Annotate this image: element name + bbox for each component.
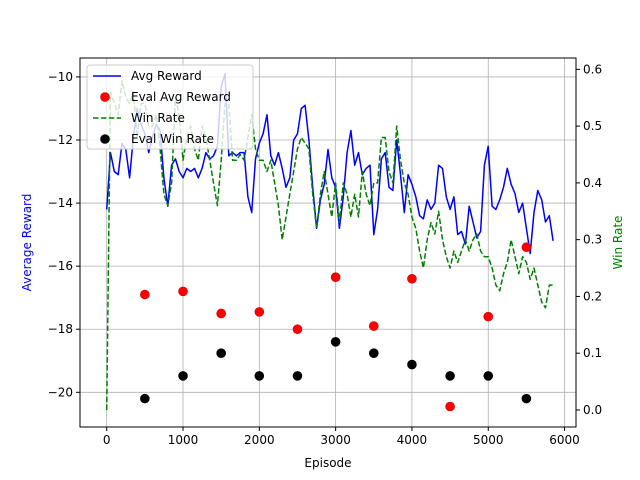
eval-win-rate-point: [140, 393, 150, 404]
eval-avg-reward-point: [407, 273, 417, 284]
x-tick-label: 5000: [473, 433, 504, 447]
eval-win-rate-point: [445, 371, 455, 381]
legend-marker: [100, 92, 110, 102]
eval-avg-reward-point: [521, 242, 532, 253]
legend-label: Avg Reward: [131, 69, 202, 83]
y2-axis-label: Win Rate: [611, 216, 625, 270]
eval-win-rate-point: [407, 359, 417, 370]
y2-axis-ticks: 0.0 0.1 0.2 0.3 0.4 0.5 0.6: [576, 62, 602, 417]
y2-tick-label: 0.3: [583, 233, 602, 247]
x-tick-label: 2000: [244, 433, 275, 447]
y-tick-label: −10: [48, 70, 73, 84]
legend-item-avg-reward: Avg Reward: [93, 69, 202, 83]
eval-win-rate-point: [216, 348, 226, 359]
legend-label: Eval Win Rate: [131, 132, 214, 146]
eval-avg-reward-point: [445, 401, 455, 412]
y-axis-label: Average Reward: [20, 194, 34, 292]
x-tick-label: 3000: [320, 433, 351, 447]
legend-item-eval-win-rate: Eval Win Rate: [100, 132, 214, 146]
y-tick-label: −14: [48, 196, 73, 210]
y-axis-ticks: −20 −18 −16 −14 −12 −10: [48, 70, 80, 399]
y-tick-label: −12: [48, 133, 73, 147]
eval-win-rate-point: [368, 348, 379, 359]
x-tick-label: 1000: [168, 433, 199, 447]
y2-tick-label: 0.6: [583, 62, 602, 76]
eval-win-rate-point: [178, 371, 188, 381]
x-tick-label: 6000: [549, 433, 580, 447]
x-tick-label: 0: [103, 433, 111, 447]
eval-win-rate-point: [292, 371, 303, 381]
eval-avg-reward-point: [178, 286, 188, 297]
eval-avg-reward-point: [140, 289, 150, 300]
avg-reward-line: [105, 73, 554, 255]
legend-label: Win Rate: [131, 111, 185, 125]
x-axis-ticks: 0 1000 2000 3000 4000 5000 6000: [103, 427, 580, 447]
plot-frame: [79, 57, 577, 428]
legend-box: [86, 64, 254, 150]
legend: Avg Reward Eval Avg Reward Win Rate Eval Wi…: [86, 64, 254, 150]
eval-avg-reward-point: [330, 272, 341, 282]
x-tick-label: 4000: [397, 433, 428, 447]
y2-tick-label: 0.0: [583, 403, 602, 417]
x-axis-label: Episode: [304, 456, 351, 470]
eval-win-rate-point: [483, 371, 494, 381]
series-layer: [105, 73, 554, 412]
eval-win-rate-series: [140, 337, 532, 404]
legend-label: Eval Avg Reward: [131, 90, 231, 104]
legend-marker: [100, 134, 110, 144]
legend-item-eval-avg-reward: Eval Avg Reward: [100, 90, 231, 104]
y-tick-label: −18: [48, 322, 73, 336]
eval-avg-reward-point: [254, 307, 265, 317]
eval-win-rate-point: [330, 337, 341, 347]
eval-avg-reward-point: [292, 324, 303, 335]
eval-win-rate-point: [254, 371, 265, 381]
y-tick-label: −16: [48, 259, 73, 273]
eval-avg-reward-point: [216, 308, 226, 319]
y2-tick-label: 0.5: [583, 119, 602, 133]
y2-tick-label: 0.2: [583, 289, 602, 303]
y2-tick-label: 0.4: [583, 176, 602, 190]
eval-avg-reward-point: [368, 321, 379, 331]
eval-avg-reward-series: [140, 242, 532, 412]
eval-avg-reward-point: [483, 311, 494, 322]
eval-win-rate-point: [521, 393, 532, 404]
legend-item-win-rate: Win Rate: [93, 111, 185, 125]
y2-tick-label: 0.1: [583, 346, 602, 360]
y-tick-label: −20: [48, 385, 73, 399]
